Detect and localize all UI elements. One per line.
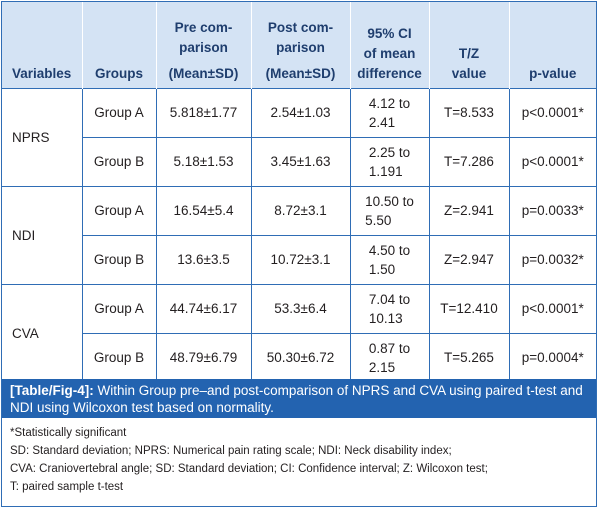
header-post-line3: (Mean±SD) [265, 65, 336, 81]
p-cell: p<0.0001* [508, 87, 596, 138]
ci-low: 2.25 to [368, 144, 411, 160]
footnote-line: T: paired sample t-test [10, 481, 124, 493]
results-table: Variables Groups Pre com- parison (Mean±… [2, 2, 596, 383]
ci-high: 1.50 [368, 261, 396, 277]
ci-high: 2.41 [368, 114, 396, 130]
header-tz-line2: value [451, 65, 487, 81]
header-post-line2: parison [276, 39, 325, 55]
pre-cell: 5.818±1.77 [155, 87, 252, 138]
group-cell: Group B [81, 136, 157, 187]
post-cell: 3.45±1.63 [250, 136, 351, 187]
pre-cell: 48.79±6.79 [155, 332, 252, 383]
ci-high: 1.191 [368, 163, 403, 179]
header-ci: 95% CI of mean difference [350, 2, 430, 88]
footnote-line: CVA: Craniovertebral angle; SD: Standard… [10, 463, 488, 475]
pre-cell: 44.74±6.17 [155, 283, 252, 334]
ci-low: 10.50 to [365, 193, 414, 209]
variable-cell: NPRS [2, 87, 83, 187]
ci-cell: 0.87 to 2.15 [349, 332, 430, 383]
ci-high: 10.13 [368, 310, 403, 326]
ci-low: 4.12 to [368, 95, 411, 111]
group-cell: Group A [81, 283, 157, 334]
p-cell: p=0.0033* [508, 185, 596, 236]
p-cell: p=0.0004* [508, 332, 596, 383]
header-pre-line1: Pre com- [174, 19, 233, 35]
table-row: Group B 48.79±6.79 50.30±6.72 0.87 to 2.1… [2, 332, 596, 383]
ci-low: 0.87 to [368, 340, 411, 356]
header-pre-line3: (Mean±SD) [168, 65, 239, 81]
table-row: NPRS Group A 5.818±1.77 2.54±1.03 4.12 t… [2, 87, 596, 187]
ci-cell: 4.12 to 2.41 [349, 87, 430, 138]
post-cell: 2.54±1.03 [250, 87, 351, 138]
variable-cell: CVA [2, 283, 83, 383]
header-groups: Groups [82, 2, 157, 88]
table-row: CVA Group A 44.74±6.17 53.3±6.4 7.04 to 1… [2, 283, 596, 383]
variable-cell: NDI [2, 185, 83, 285]
header-variables: Variables [2, 2, 83, 88]
tz-cell: T=5.265 [428, 332, 510, 383]
ci-cell: 7.04 to 10.13 [349, 283, 430, 334]
ci-high: 5.50 [365, 212, 392, 228]
tz-cell: Z=2.947 [428, 234, 510, 285]
post-cell: 50.30±6.72 [250, 332, 351, 383]
ci-low: 7.04 to [368, 291, 411, 307]
footnote-line: *Statistically significant [10, 427, 127, 439]
tz-cell: T=7.286 [428, 136, 510, 187]
ci-low: 4.50 to [368, 242, 411, 258]
pre-cell: 13.6±3.5 [155, 234, 252, 285]
group-cell: Group A [81, 87, 157, 138]
group-cell: Group A [81, 185, 157, 236]
table-row: NDI Group A 16.54±5.4 8.72±3.1 10.50 to 5… [2, 185, 596, 285]
table-row: Group B 13.6±3.5 10.72±3.1 4.50 to 1.50 Z… [2, 234, 596, 285]
group-cell: Group B [81, 234, 157, 285]
post-cell: 10.72±3.1 [250, 234, 351, 285]
tz-cell: Z=2.941 [428, 185, 510, 236]
pre-cell: 5.18±1.53 [155, 136, 252, 187]
p-cell: p<0.0001* [508, 136, 596, 187]
ci-cell: 2.25 to 1.191 [349, 136, 430, 187]
table-row: Group B 5.18±1.53 3.45±1.63 2.25 to 1.191… [2, 136, 596, 187]
ci-cell: 4.50 to 1.50 [349, 234, 430, 285]
header-ci-line1: 95% CI [367, 25, 412, 41]
p-cell: p<0.0001* [508, 283, 596, 334]
footnote-line: SD: Standard deviation; NPRS: Numerical … [10, 445, 452, 457]
post-cell: 8.72±3.1 [250, 185, 351, 236]
header-post-line1: Post com- [267, 19, 334, 35]
group-cell: Group B [81, 332, 157, 383]
caption-label: [Table/Fig-4]: [10, 383, 94, 398]
header-pre-line2: parison [179, 39, 228, 55]
header-p-value: p-value [509, 2, 596, 88]
caption-text: Within Group pre–and post-comparison of … [10, 383, 583, 415]
table-caption: [Table/Fig-4]: Within Group pre–and post… [2, 379, 596, 418]
header-tz-line1: T/Z [458, 45, 480, 61]
ci-cell: 10.50 to 5.50 [349, 185, 430, 236]
header-post-comparison: Post com- parison (Mean±SD) [251, 2, 351, 88]
header-row: Variables Groups Pre com- parison (Mean±… [2, 2, 596, 88]
header-ci-line2: of mean [363, 45, 416, 61]
table-footnotes: *Statistically significant SD: Standard … [2, 418, 596, 496]
tz-cell: T=12.410 [428, 283, 510, 334]
post-cell: 53.3±6.4 [250, 283, 351, 334]
header-ci-line3: difference [357, 65, 422, 81]
header-tz: T/Z value [429, 2, 510, 88]
p-cell: p=0.0032* [508, 234, 596, 285]
header-pre-comparison: Pre com- parison (Mean±SD) [156, 2, 252, 88]
ci-high: 2.15 [368, 359, 396, 375]
tz-cell: T=8.533 [428, 87, 510, 138]
pre-cell: 16.54±5.4 [155, 185, 252, 236]
